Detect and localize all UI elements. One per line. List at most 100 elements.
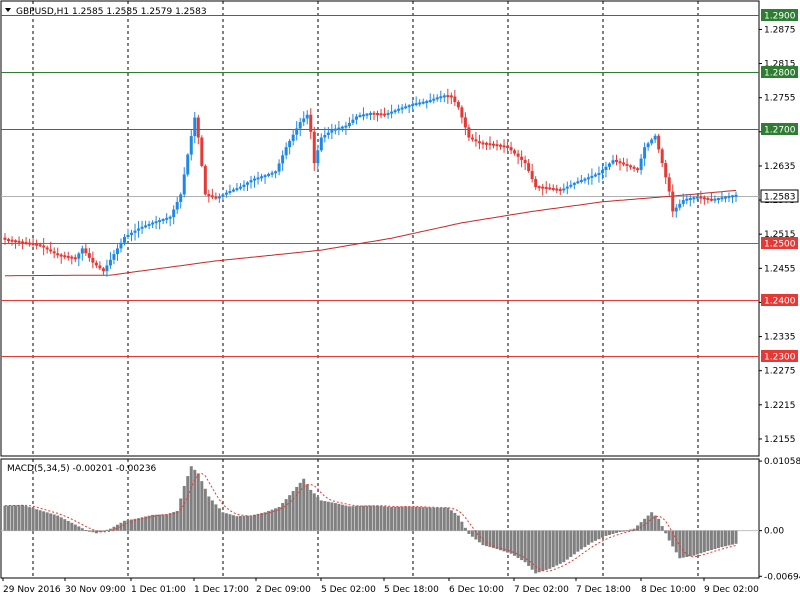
candle-body: [17, 240, 21, 243]
candle-body: [31, 243, 35, 246]
candle-body: [347, 122, 351, 127]
macd-signal-line: [4, 472, 737, 572]
candle-body: [537, 186, 541, 189]
macd-tick-label: 0.00: [764, 527, 784, 537]
macd-bar: [720, 530, 724, 548]
dropdown-triangle-icon[interactable]: [5, 8, 11, 12]
candle-body: [140, 226, 144, 229]
candle-body: [527, 163, 531, 172]
macd-bar: [302, 478, 306, 531]
candle-body: [530, 171, 534, 180]
candle-body: [544, 187, 548, 190]
candle-body: [586, 177, 590, 180]
candle-body: [144, 225, 148, 228]
candle-body: [509, 147, 513, 151]
candle-body: [94, 262, 98, 266]
candle-body: [657, 135, 661, 150]
candle-body: [615, 159, 619, 162]
macd-bar: [137, 518, 141, 531]
macd-bar: [351, 506, 355, 531]
macd-bar: [400, 506, 404, 531]
candle-body: [418, 102, 422, 105]
macd-bar: [660, 526, 664, 531]
candle-body: [77, 253, 81, 259]
macd-bar: [611, 530, 615, 534]
macd-bar: [112, 526, 116, 531]
candle-body: [38, 244, 42, 247]
macd-bar: [175, 510, 179, 531]
macd-bar: [256, 513, 260, 531]
grid-lines: [32, 1, 699, 578]
time-tick-label: 5 Dec 18:00: [384, 585, 439, 595]
time-tick-label: 1 Dec 17:00: [194, 585, 249, 595]
candle-body: [492, 143, 496, 146]
macd-bar: [52, 514, 56, 531]
candle-body: [555, 188, 559, 191]
macd-bar: [144, 516, 148, 531]
macd-bar: [270, 509, 274, 531]
candle-body: [365, 113, 369, 116]
candle-body: [607, 163, 611, 167]
price-tick-label: 1.2515: [764, 230, 796, 240]
macd-bar: [221, 512, 225, 531]
candle-body: [681, 200, 685, 204]
candle-body: [390, 111, 394, 114]
candle-body: [189, 136, 193, 155]
macd-bar: [597, 530, 601, 540]
candle-body: [274, 171, 278, 174]
time-tick-label: 6 Dec 10:00: [449, 585, 504, 595]
level-tag: [761, 350, 798, 362]
macd-bar: [488, 530, 492, 548]
macd-bar: [369, 505, 372, 531]
macd-bar: [723, 530, 727, 547]
macd-bar: [7, 505, 11, 531]
macd-bar: [42, 511, 46, 531]
candle-body: [147, 223, 151, 226]
macd-bar: [130, 519, 134, 531]
macd-bar: [551, 530, 555, 568]
macd-bar: [70, 522, 74, 531]
macd-bar: [98, 530, 102, 533]
macd-bar: [537, 530, 541, 573]
macd-bar: [14, 505, 18, 531]
macd-bar: [685, 530, 689, 557]
candle-body: [28, 242, 32, 245]
candle-body: [333, 128, 337, 131]
macd-bar: [706, 530, 710, 552]
candle-body: [295, 128, 299, 135]
macd-bar: [523, 530, 527, 563]
candle-body: [611, 160, 615, 164]
macd-bar: [730, 530, 734, 545]
candle-body: [182, 174, 186, 195]
candle-body: [488, 143, 492, 146]
macd-bar: [727, 530, 731, 546]
macd-bar: [224, 513, 228, 531]
macd-bar: [470, 530, 474, 537]
macd-bar: [695, 530, 699, 555]
time-tick-label: 9 Dec 02:00: [704, 585, 759, 595]
candle-body: [115, 248, 119, 255]
candle-body: [474, 139, 478, 142]
candle-body: [340, 126, 344, 129]
macd-bar: [207, 496, 211, 531]
candle-body: [326, 132, 330, 136]
candle-body: [727, 195, 731, 198]
macd-bar: [414, 506, 418, 531]
macd-bar: [326, 501, 330, 531]
macd-bar: [513, 530, 517, 556]
candle-body: [256, 177, 260, 180]
candle-body: [323, 135, 327, 138]
candle-body: [643, 147, 647, 159]
macd-bar: [242, 515, 246, 531]
macd-bar: [361, 505, 365, 531]
candle-body: [432, 98, 436, 101]
level-tag-label: 1.2700: [764, 126, 796, 136]
candle-body: [383, 113, 387, 116]
macd-bar: [77, 526, 81, 531]
macd-bar: [569, 530, 573, 557]
candle-body: [354, 116, 358, 120]
candle-body: [35, 243, 39, 246]
candle-body: [14, 240, 18, 243]
time-tick-label: 7 Dec 02:00: [514, 585, 569, 595]
